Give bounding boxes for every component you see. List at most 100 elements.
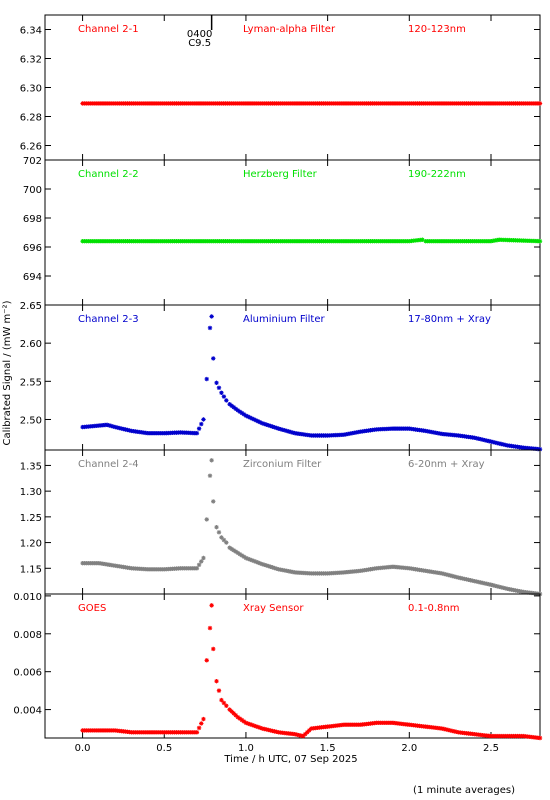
panel-4: 1.15 1.20 1.25 1.30 1.35 Channel 2-4 Zirconium… bbox=[20, 449, 543, 597]
data-point bbox=[221, 394, 227, 399]
data-point bbox=[194, 431, 200, 436]
data-point bbox=[443, 572, 449, 577]
data-point bbox=[245, 556, 251, 561]
y-axis-label: Calibrated Signal / (mW m⁻²) bbox=[2, 300, 13, 445]
data-point bbox=[241, 719, 247, 724]
y-tick-label: 2.55 bbox=[20, 377, 42, 388]
panel-band-label: 190-222nm bbox=[408, 169, 466, 180]
data-point bbox=[503, 586, 508, 591]
flare-class-label: C9.5 bbox=[188, 38, 211, 49]
data-point bbox=[235, 408, 240, 413]
data-point bbox=[264, 563, 269, 568]
panel-3: 2.50 2.55 2.60 2.65 Channel 2-3 Aluminium Fil… bbox=[20, 301, 543, 452]
data-point bbox=[439, 571, 445, 576]
data-point bbox=[282, 428, 287, 433]
data-point bbox=[258, 561, 263, 566]
x-tick-label: 2.0 bbox=[401, 743, 417, 754]
y-tick-label: 6.34 bbox=[20, 26, 42, 37]
data-point bbox=[227, 707, 232, 712]
data-point bbox=[227, 545, 232, 550]
data-point bbox=[300, 733, 306, 739]
data-point bbox=[216, 688, 222, 693]
data-point bbox=[249, 722, 255, 728]
panel-filter-label: Lyman-alpha Filter bbox=[243, 24, 336, 35]
data-point bbox=[445, 572, 451, 578]
data-point bbox=[235, 714, 240, 720]
flare-time-label: 0400 bbox=[187, 29, 212, 40]
data-point bbox=[268, 564, 273, 569]
data-point bbox=[241, 412, 247, 417]
data-point bbox=[237, 551, 243, 557]
panel-channel-label: GOES bbox=[78, 603, 106, 614]
y-tick-label: 700 bbox=[23, 185, 42, 196]
data-point bbox=[239, 717, 245, 723]
y-tick-label: 2.65 bbox=[20, 301, 42, 312]
data-point bbox=[229, 709, 234, 714]
data-point bbox=[262, 562, 267, 568]
data-point bbox=[537, 735, 543, 741]
data-point bbox=[501, 585, 506, 591]
data-point bbox=[537, 447, 543, 452]
data-point bbox=[245, 414, 251, 419]
data-point bbox=[214, 678, 219, 684]
data-point bbox=[251, 558, 257, 564]
y-tick-label: 6.26 bbox=[20, 142, 42, 153]
data-point bbox=[249, 416, 255, 421]
data-point bbox=[272, 425, 277, 430]
data-point bbox=[251, 723, 257, 728]
data-point bbox=[216, 385, 222, 391]
data-point bbox=[255, 419, 261, 424]
panel-band-label: 120-123nm bbox=[408, 24, 466, 35]
data-point bbox=[270, 424, 275, 429]
series-4 bbox=[80, 458, 543, 597]
data-point bbox=[441, 571, 447, 577]
data-point bbox=[266, 423, 271, 428]
data-point bbox=[211, 356, 216, 361]
panel-filter-label: Zirconium Filter bbox=[243, 459, 322, 470]
panel-filter-label: Xray Sensor bbox=[243, 603, 304, 614]
data-point bbox=[207, 625, 213, 631]
data-point bbox=[494, 584, 500, 589]
data-point bbox=[214, 524, 219, 530]
data-point bbox=[247, 722, 253, 727]
data-point bbox=[266, 563, 271, 569]
data-point bbox=[211, 499, 216, 504]
data-point bbox=[221, 700, 227, 706]
data-point bbox=[211, 646, 216, 652]
x-tick-label: 0.5 bbox=[156, 743, 172, 754]
data-point bbox=[262, 421, 267, 427]
data-point bbox=[537, 239, 543, 244]
data-point bbox=[237, 716, 243, 721]
data-point bbox=[420, 237, 425, 242]
x-tick-label: 0.0 bbox=[75, 743, 91, 754]
data-point bbox=[199, 559, 204, 564]
panel-filter-label: Herzberg Filter bbox=[243, 169, 318, 180]
x-tick-label: 1.0 bbox=[238, 743, 254, 754]
y-tick-label: 1.25 bbox=[20, 513, 42, 524]
series-3 bbox=[80, 314, 543, 452]
data-point bbox=[233, 549, 238, 554]
data-point bbox=[239, 410, 245, 416]
data-point bbox=[241, 554, 247, 559]
data-point bbox=[253, 418, 259, 423]
x-axis-label: Time / h UTC, 07 Sep 2025 bbox=[223, 754, 357, 765]
panel-channel-label: Channel 2-3 bbox=[78, 314, 139, 325]
data-point bbox=[272, 565, 277, 571]
data-point bbox=[207, 473, 213, 478]
data-point bbox=[496, 584, 502, 589]
panel-frame bbox=[44, 159, 541, 306]
data-point bbox=[196, 426, 202, 431]
data-point bbox=[286, 429, 292, 434]
data-point bbox=[288, 429, 294, 435]
panel-frame bbox=[44, 593, 541, 739]
data-point bbox=[268, 423, 273, 429]
panel-2: 694 696 698 700 702 Channel 2-2 Herzberg Filte… bbox=[23, 156, 543, 306]
data-point bbox=[111, 424, 116, 429]
data-point bbox=[224, 540, 229, 545]
data-point bbox=[199, 721, 204, 726]
data-point bbox=[260, 561, 265, 567]
data-point bbox=[231, 548, 236, 553]
y-tick-label: 698 bbox=[23, 214, 42, 225]
data-point bbox=[224, 398, 229, 403]
data-point bbox=[204, 376, 209, 382]
